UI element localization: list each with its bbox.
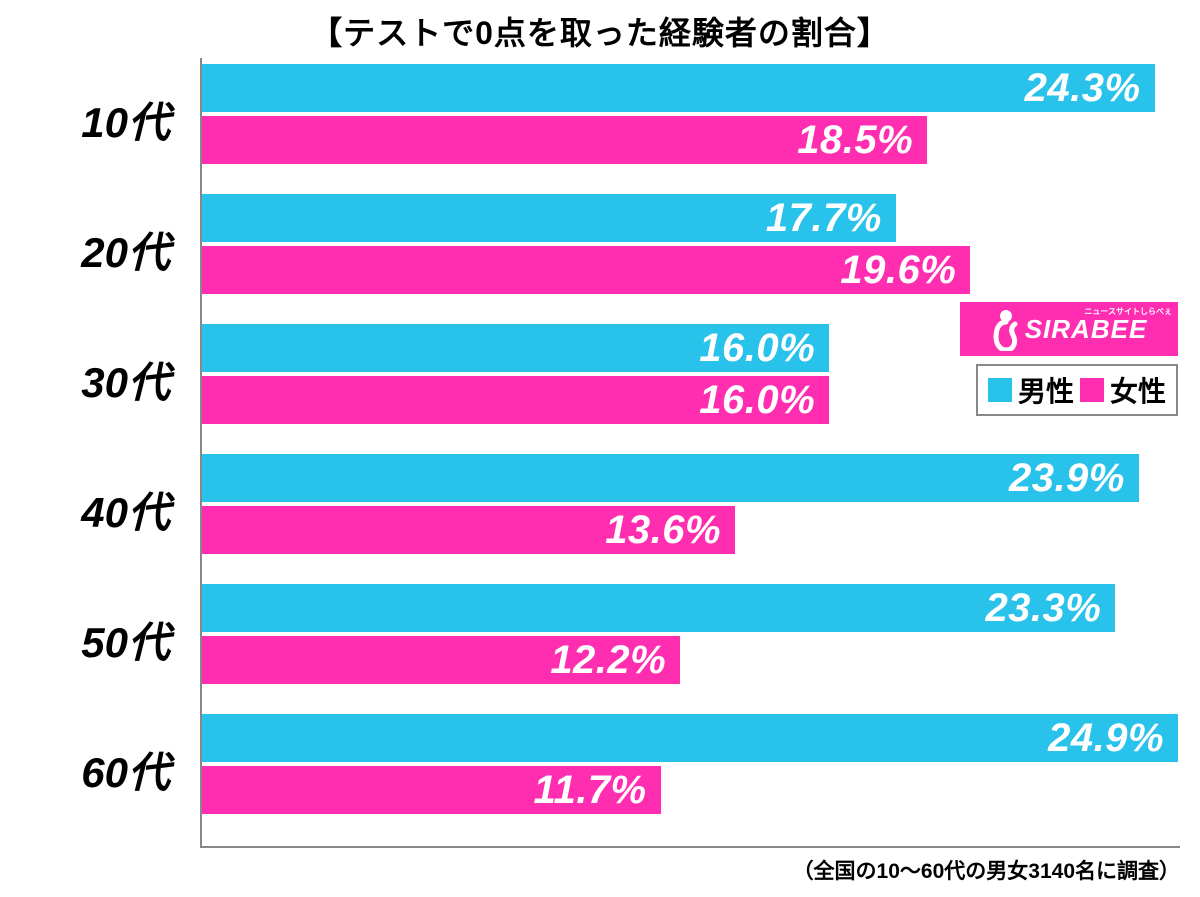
bar-male: 17.7%	[202, 194, 896, 242]
legend-swatch	[1080, 378, 1104, 402]
category-label: 20代	[0, 219, 170, 280]
chart-plot-area: 10代24.3%18.5%20代17.7%19.6%30代16.0%16.0%4…	[200, 58, 1180, 848]
bar-female: 19.6%	[202, 246, 970, 294]
bar-male: 16.0%	[202, 324, 829, 372]
category-label: 50代	[0, 609, 170, 670]
logo-subtext: ニュースサイトしらべぇ	[1084, 306, 1172, 317]
bar-female: 13.6%	[202, 506, 735, 554]
bar-male: 24.9%	[202, 714, 1178, 762]
category-label: 30代	[0, 349, 170, 410]
chart-footnote: （全国の10～60代の男女3140名に調査）	[793, 855, 1180, 885]
bar-female: 12.2%	[202, 636, 680, 684]
sirabee-logo: ニュースサイトしらべぇ SIRABEE	[960, 302, 1178, 356]
legend-swatch	[988, 378, 1012, 402]
bar-female: 16.0%	[202, 376, 829, 424]
legend-label: 男性	[1018, 370, 1074, 410]
bar-female: 11.7%	[202, 766, 661, 814]
category-label: 40代	[0, 479, 170, 540]
bar-male: 23.9%	[202, 454, 1139, 502]
bar-male: 24.3%	[202, 64, 1155, 112]
bar-male: 23.3%	[202, 584, 1115, 632]
bar-female: 18.5%	[202, 116, 927, 164]
category-label: 60代	[0, 739, 170, 800]
legend: 男性女性	[976, 364, 1178, 416]
category-label: 10代	[0, 89, 170, 150]
legend-label: 女性	[1110, 370, 1166, 410]
logo-mark-icon	[991, 307, 1021, 351]
chart-title: 【テストで0点を取った経験者の割合】	[0, 0, 1200, 54]
logo-text: SIRABEE	[1025, 314, 1148, 345]
